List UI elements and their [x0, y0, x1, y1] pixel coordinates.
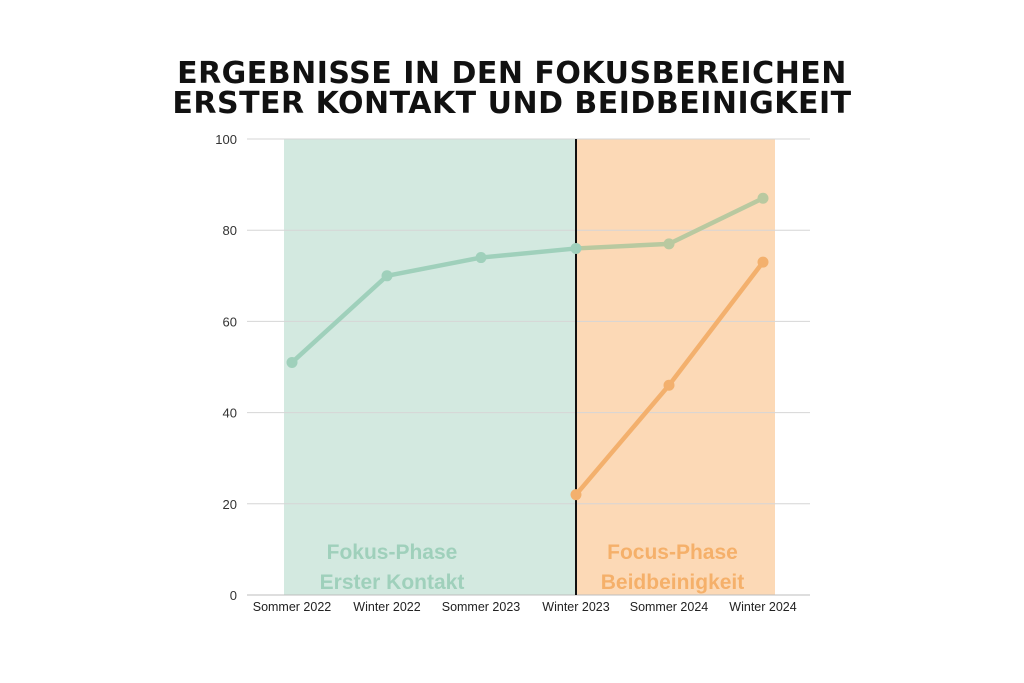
series-1-segment: [384, 255, 484, 279]
series-1-point: [381, 270, 393, 282]
series-1-segment: [666, 196, 766, 247]
x-tick-label: Winter 2022: [353, 600, 420, 614]
series-1-segment: [573, 241, 672, 251]
series-1-segment: [478, 246, 579, 260]
phase-label-2-line-1: Focus-Phase: [607, 541, 738, 564]
phase-label-1-line-1: Fokus-Phase: [327, 541, 458, 564]
y-tick-label: 20: [223, 497, 237, 512]
series-1-point: [757, 192, 769, 204]
series-2-segment: [666, 259, 766, 388]
phase-label-1-line-2: Erster Kontakt: [320, 571, 465, 594]
series-1-point: [570, 242, 582, 254]
phase-band-1: [284, 139, 576, 595]
series-1-point: [286, 356, 298, 368]
x-tick-label: Sommer 2022: [253, 600, 332, 614]
series-1-segment: [289, 273, 390, 365]
y-tick-label: 0: [230, 588, 237, 603]
phase-label-2-line-2: Beidbeinigkeit: [601, 571, 745, 594]
series-1-point: [475, 252, 487, 264]
series-2-point: [570, 489, 582, 501]
series-2-point: [663, 379, 675, 391]
y-tick-label: 80: [223, 223, 237, 238]
x-tick-label: Sommer 2024: [630, 600, 709, 614]
y-tick-label: 60: [223, 314, 237, 329]
series-2-segment: [573, 382, 672, 497]
series-2-point: [757, 256, 769, 268]
x-tick-label: Winter 2023: [542, 600, 609, 614]
phase-band-2: [576, 139, 775, 595]
y-tick-label: 40: [223, 406, 237, 421]
x-tick-label: Winter 2024: [729, 600, 796, 614]
x-tick-label: Sommer 2023: [442, 600, 521, 614]
y-tick-label: 100: [215, 132, 237, 147]
chart-title-line-1: ERGEBNISSE IN DEN FOKUSBEREICHEN: [177, 56, 847, 91]
series-1-point: [663, 238, 675, 250]
chart-title-line-2: ERSTER KONTAKT UND BEIDBEINIGKEIT: [172, 86, 852, 121]
